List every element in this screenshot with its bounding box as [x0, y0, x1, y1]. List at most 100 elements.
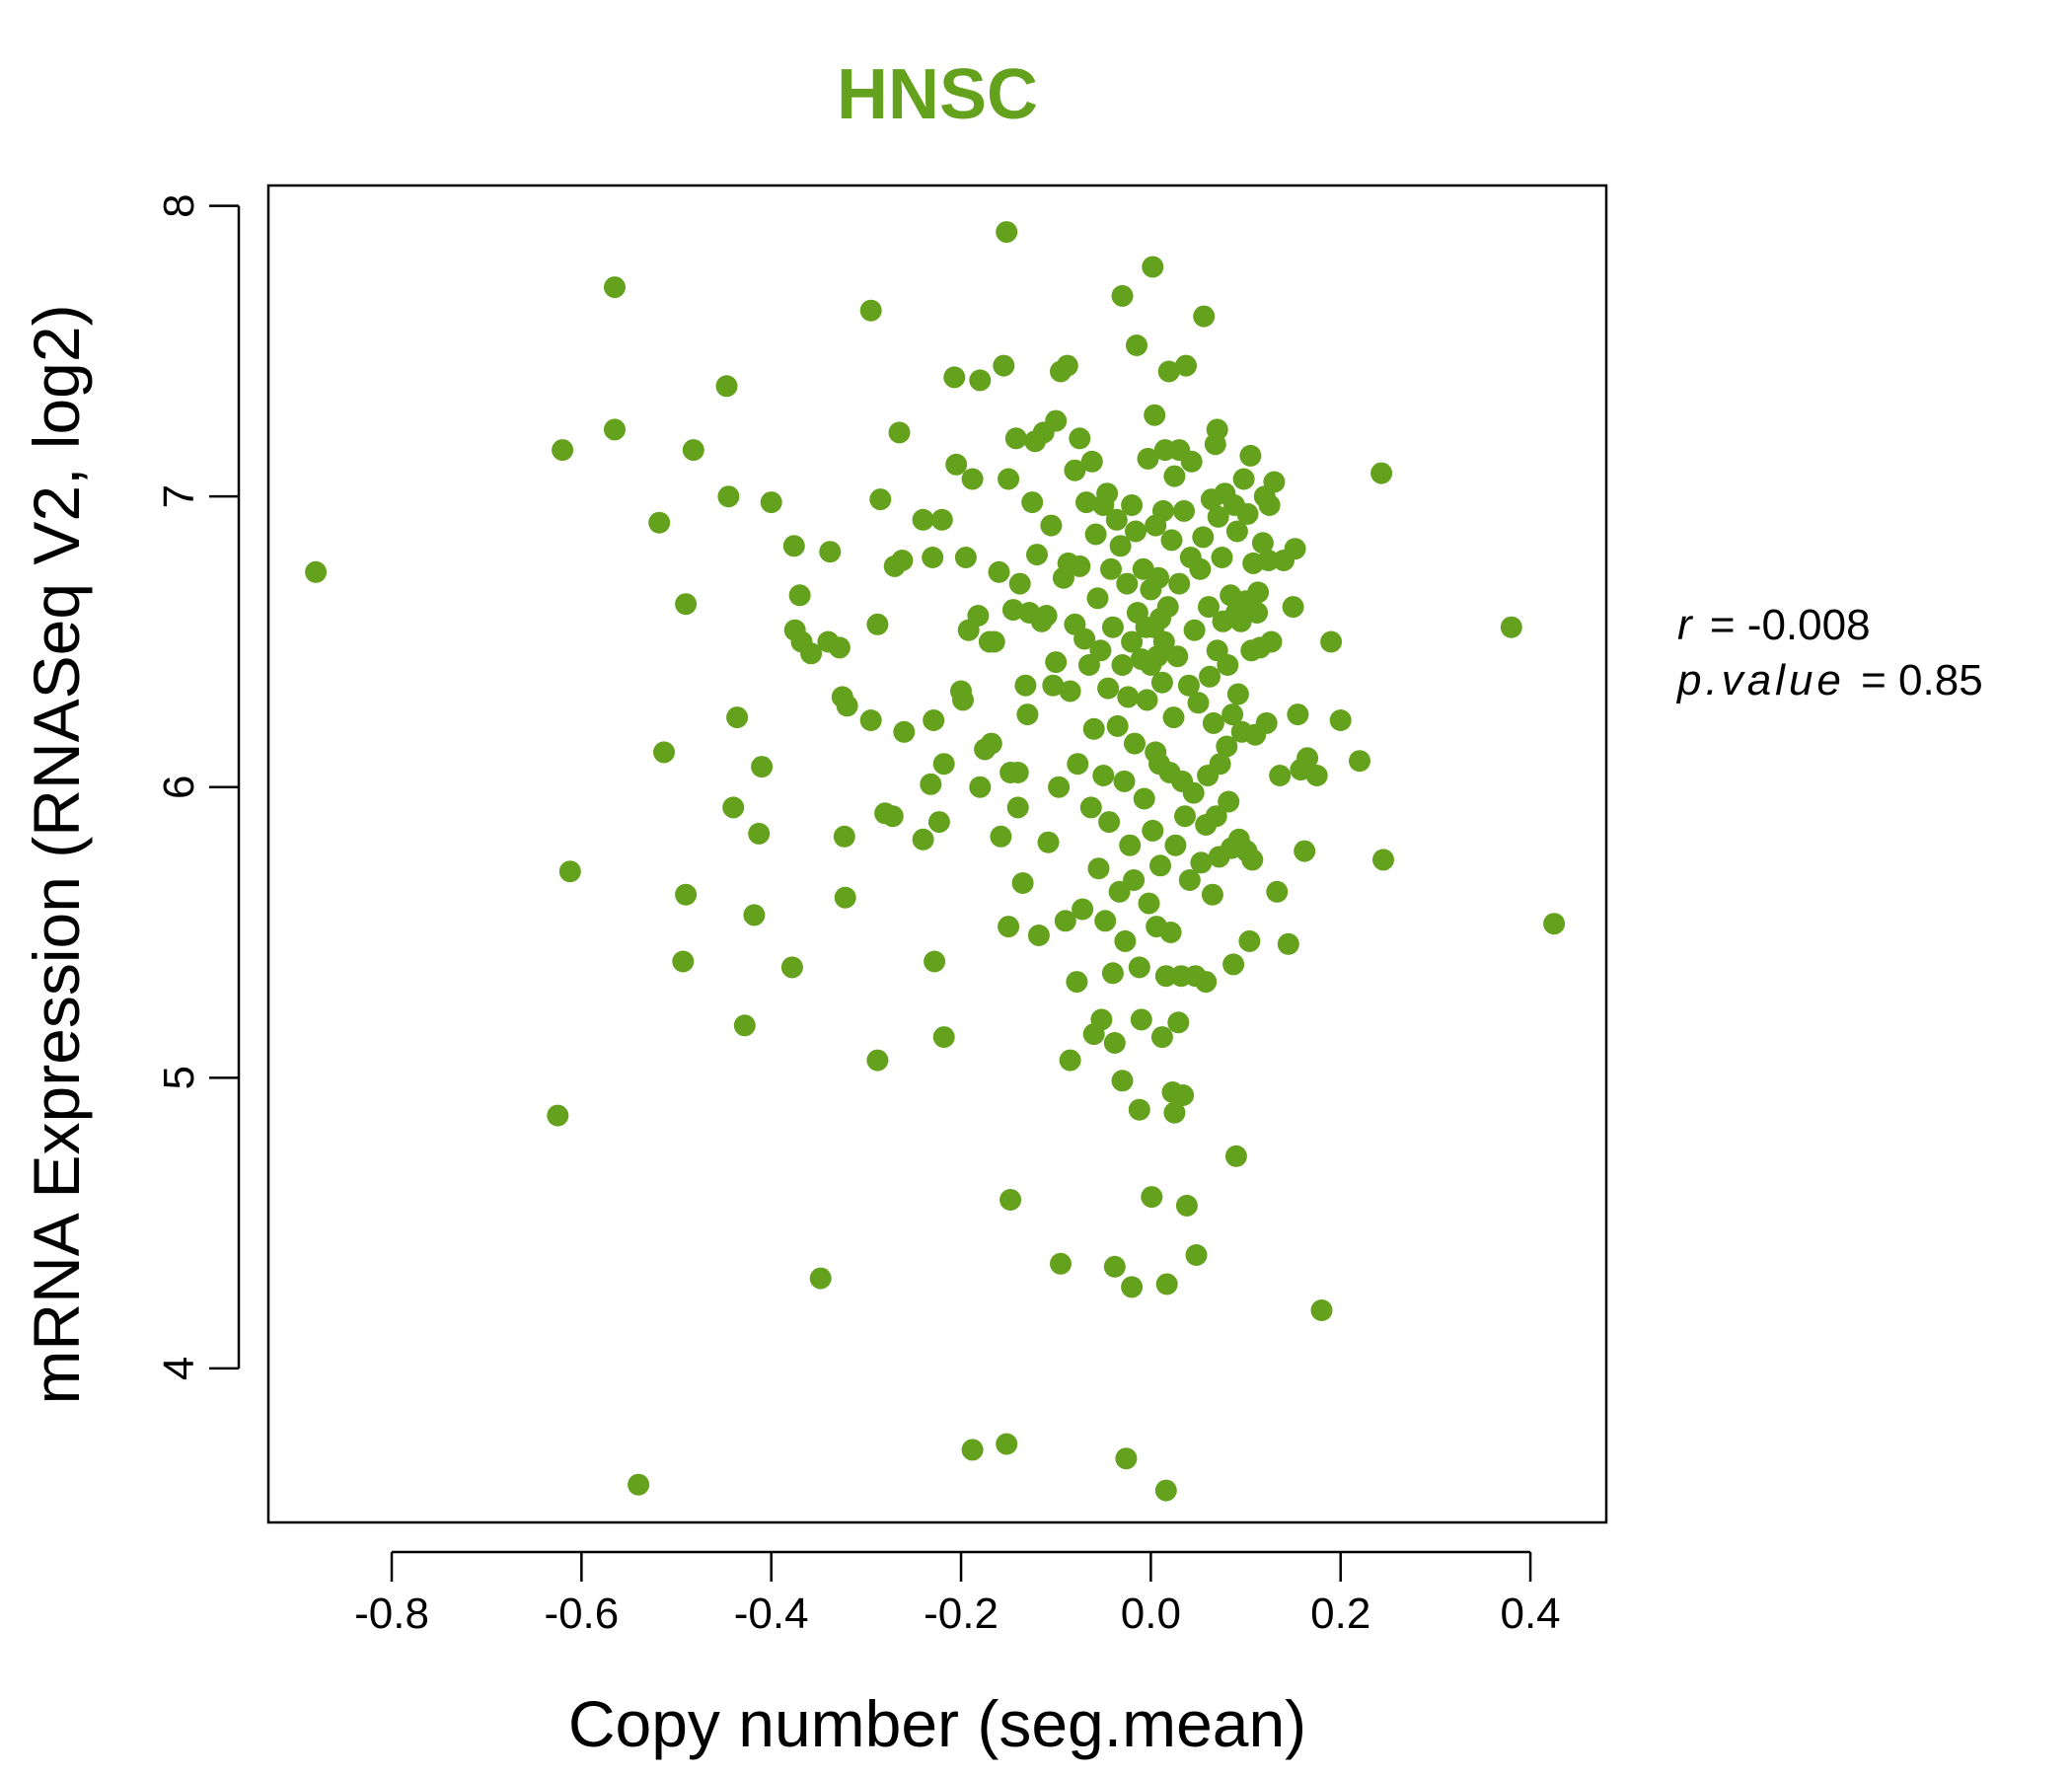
data-point	[1251, 532, 1274, 555]
data-point	[1050, 1252, 1072, 1275]
data-point	[1305, 765, 1328, 786]
x-tick-label: -0.4	[734, 1590, 809, 1638]
data-point	[1195, 971, 1218, 994]
data-point	[993, 354, 1015, 377]
data-point	[1097, 677, 1120, 700]
data-point	[1054, 910, 1076, 932]
data-point	[836, 695, 858, 717]
data-point	[1096, 482, 1119, 505]
data-point	[1189, 557, 1212, 580]
data-point	[1121, 1276, 1144, 1298]
data-point	[1114, 929, 1137, 952]
data-point	[726, 706, 749, 729]
data-point	[1154, 965, 1177, 988]
data-point	[1027, 925, 1050, 946]
data-point	[912, 828, 934, 851]
data-point	[1296, 747, 1319, 770]
data-point	[1257, 550, 1280, 571]
data-point	[1238, 929, 1261, 952]
data-point	[1069, 555, 1091, 577]
data-point	[924, 950, 946, 973]
data-point	[1064, 459, 1086, 481]
data-point	[1150, 671, 1173, 694]
data-point	[1269, 765, 1292, 786]
data-point	[998, 916, 1020, 938]
data-point	[1157, 360, 1180, 383]
y-tick-label: 7	[155, 484, 203, 508]
chart-title: HNSC	[837, 55, 1038, 134]
x-tick-label: -0.8	[354, 1590, 429, 1638]
data-point	[1086, 587, 1109, 610]
data-point	[1147, 566, 1170, 589]
data-point	[1150, 1026, 1173, 1049]
stats-annotation: r = -0.008 p.value = 0.85	[1675, 601, 1983, 704]
data-points	[305, 221, 1566, 1502]
data-point	[1079, 796, 1102, 819]
data-point	[1141, 1186, 1163, 1209]
data-point	[1190, 851, 1213, 874]
data-point	[1168, 572, 1191, 595]
data-point	[1048, 776, 1071, 798]
p-label: p.value	[1675, 656, 1845, 704]
data-point	[1103, 1032, 1126, 1054]
data-point	[748, 822, 771, 845]
data-point	[675, 593, 698, 616]
data-point	[743, 904, 766, 926]
data-point	[1222, 953, 1245, 976]
data-point	[983, 630, 1005, 653]
x-tick-label: 0.2	[1310, 1590, 1370, 1638]
data-point	[1277, 932, 1299, 955]
data-point	[1045, 651, 1068, 674]
data-point	[809, 1267, 832, 1290]
data-point	[1154, 1479, 1177, 1502]
data-point	[998, 468, 1020, 490]
data-point	[834, 886, 856, 909]
data-point	[996, 1433, 1018, 1455]
p-value: = 0.85	[1861, 656, 1983, 704]
data-point	[1119, 834, 1142, 856]
data-point	[1236, 502, 1259, 525]
data-point	[891, 550, 914, 571]
data-point	[800, 642, 823, 665]
data-point	[1229, 610, 1252, 632]
r-label: r	[1677, 601, 1694, 649]
y-tick-label: 5	[155, 1066, 203, 1089]
data-point	[828, 636, 851, 659]
data-point	[930, 508, 953, 531]
data-point	[1101, 962, 1124, 985]
data-point	[1182, 781, 1205, 804]
data-point	[1111, 1070, 1134, 1092]
plot-frame	[266, 184, 1608, 1524]
data-point	[923, 709, 945, 731]
data-point	[1142, 819, 1164, 842]
data-point	[1080, 450, 1103, 473]
data-point	[1263, 471, 1286, 493]
data-point	[1174, 805, 1196, 828]
data-point	[833, 825, 855, 848]
data-point	[1226, 683, 1249, 705]
data-point	[1128, 1098, 1150, 1121]
data-point	[954, 547, 977, 568]
data-point	[1241, 849, 1264, 871]
data-point	[305, 560, 328, 583]
y-axis-title: mRNA Expression (RNASeq V2, log2)	[20, 304, 93, 1404]
data-point	[990, 825, 1012, 848]
data-point	[961, 1439, 984, 1461]
data-point	[1500, 616, 1522, 638]
data-point	[1216, 735, 1238, 758]
data-point	[1294, 840, 1316, 862]
data-point	[1056, 354, 1078, 377]
data-point	[1082, 717, 1105, 740]
data-point	[1130, 1008, 1152, 1031]
data-point	[1185, 1244, 1208, 1266]
data-point	[1045, 409, 1068, 432]
data-point	[969, 369, 992, 392]
data-point	[1149, 854, 1171, 877]
data-point	[1073, 628, 1096, 650]
data-point	[1266, 880, 1289, 903]
svg-text:r = -0.008: r = -0.008	[1677, 601, 1871, 649]
data-point	[1042, 674, 1065, 697]
data-point	[1004, 427, 1027, 450]
data-point	[932, 1026, 955, 1049]
data-point	[1087, 857, 1110, 880]
